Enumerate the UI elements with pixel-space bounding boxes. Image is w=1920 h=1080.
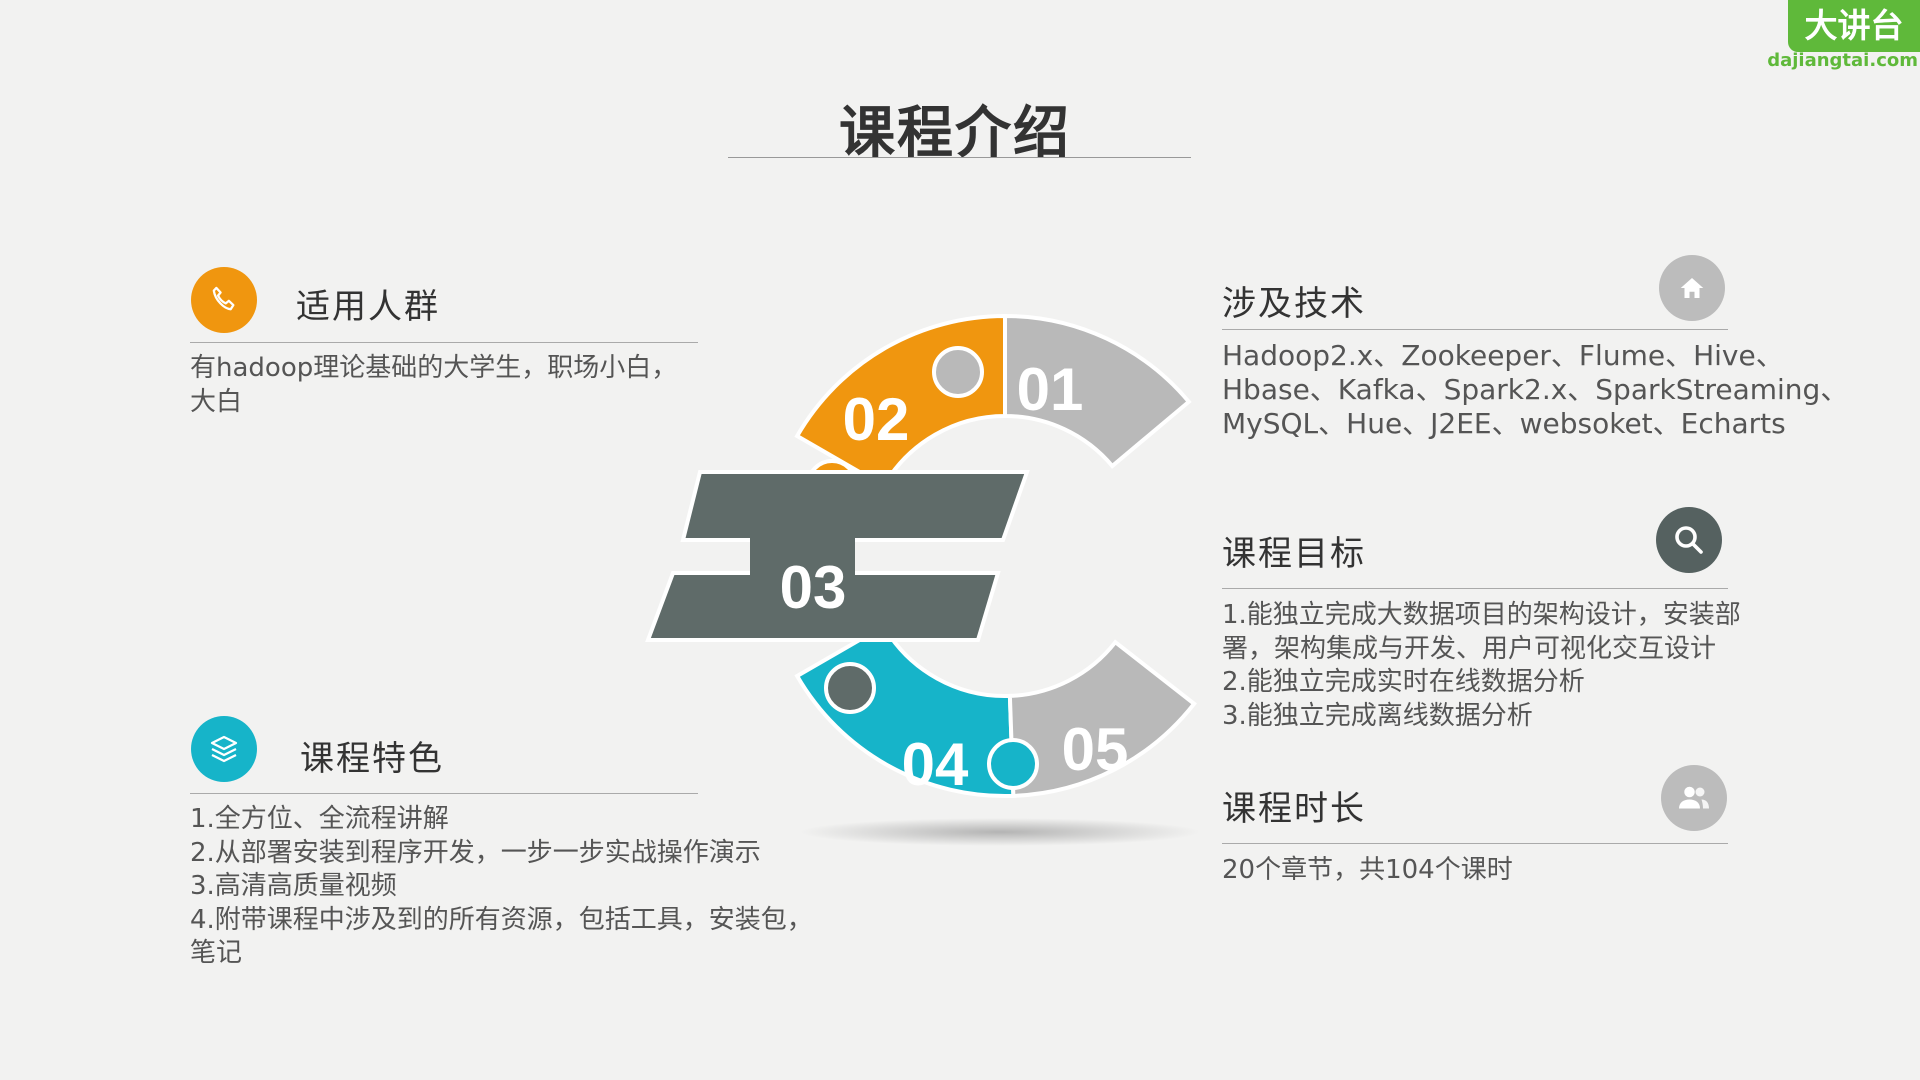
puzzle-knob xyxy=(987,738,1039,790)
audience-text: 有hadoop理论基础的大学生，职场小白， 大白 xyxy=(190,352,677,419)
shadow xyxy=(800,818,1200,846)
section-heading-features: 课程特色 xyxy=(300,739,444,779)
text-line: 3.高清高质量视频 xyxy=(190,871,397,901)
users-icon xyxy=(1661,765,1727,831)
text-line: MySQL、Hue、J2EE、websoket、Echarts xyxy=(1222,407,1786,440)
layers-icon xyxy=(191,716,257,782)
section-heading-duration: 课程时长 xyxy=(1222,789,1366,829)
goals-text: 1.能独立完成大数据项目的架构设计，安装部 署，架构集成与开发、用户可视化交互设… xyxy=(1222,599,1741,733)
section-heading-tech: 涉及技术 xyxy=(1222,284,1366,324)
text-line: 20个章节，共104个课时 xyxy=(1222,855,1513,885)
puzzle-piece-03 xyxy=(645,470,1030,714)
title-divider xyxy=(728,157,1191,158)
features-text: 1.全方位、全流程讲解 2.从部署安装到程序开发，一步一步实战操作演示 3.高清… xyxy=(190,803,813,971)
divider xyxy=(1222,843,1728,844)
text-line: 笔记 xyxy=(190,938,243,968)
text-line: 署，架构集成与开发、用户可视化交互设计 xyxy=(1222,633,1717,664)
text-line: Hbase、Kafka、Spark2.x、SparkStreaming、 xyxy=(1222,373,1849,406)
duration-text: 20个章节，共104个课时 xyxy=(1222,854,1513,888)
phone-icon xyxy=(191,267,257,333)
text-line: 3.能独立完成离线数据分析 xyxy=(1222,700,1533,731)
search-icon xyxy=(1656,507,1722,573)
logo-url: dajiangtai.com xyxy=(1767,50,1918,71)
tech-text: Hadoop2.x、Zookeeper、Flume、Hive、 Hbase、Ka… xyxy=(1222,339,1848,441)
section-heading-goals: 课程目标 xyxy=(1222,534,1366,574)
puzzle-piece-01 xyxy=(1003,313,1192,469)
label-01: 01 xyxy=(1017,356,1084,423)
text-line: 1.全方位、全流程讲解 xyxy=(190,804,449,834)
label-04: 04 xyxy=(902,731,969,798)
home-icon xyxy=(1659,255,1725,321)
text-line: 1.能独立完成大数据项目的架构设计，安装部 xyxy=(1222,600,1741,630)
page-title: 课程介绍 xyxy=(839,101,1071,166)
logo-mark: 大讲台 xyxy=(1788,0,1920,52)
logo: 大讲台 dajiangtai.com xyxy=(1767,0,1920,72)
text-line: 大白 xyxy=(190,386,243,417)
section-heading-audience: 适用人群 xyxy=(296,287,440,327)
text-line: 有hadoop理论基础的大学生，职场小白， xyxy=(190,353,678,383)
divider xyxy=(1222,329,1728,330)
text-line: 2.能独立完成实时在线数据分析 xyxy=(1222,667,1585,697)
divider xyxy=(1222,588,1728,589)
text-line: 2.从部署安装到程序开发，一步一步实战操作演示 xyxy=(190,837,761,868)
puzzle-knob xyxy=(932,346,984,398)
puzzle-piece-05 xyxy=(1007,639,1197,798)
text-line: Hadoop2.x、Zookeeper、Flume、Hive、 xyxy=(1222,339,1784,372)
divider xyxy=(190,793,698,794)
divider xyxy=(190,342,698,343)
label-02: 02 xyxy=(843,386,910,453)
label-03: 03 xyxy=(780,554,847,621)
text-line: 4.附带课程中涉及到的所有资源，包括工具，安装包， xyxy=(190,904,813,935)
label-05: 05 xyxy=(1062,716,1129,783)
